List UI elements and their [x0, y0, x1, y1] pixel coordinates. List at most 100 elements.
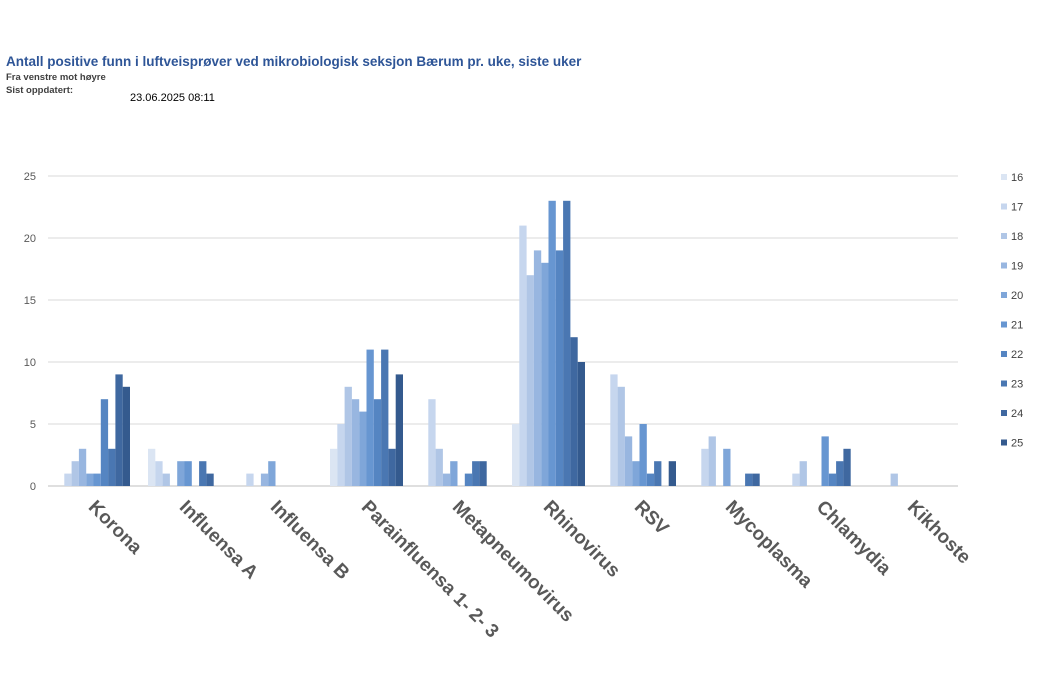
legend-label: 24	[1011, 408, 1023, 420]
bar	[464, 473, 473, 486]
legend-label: 20	[1011, 290, 1023, 302]
bar	[617, 386, 625, 486]
legend-swatch	[1001, 262, 1007, 269]
bar	[71, 461, 79, 486]
legend-label: 21	[1011, 320, 1023, 332]
bar	[359, 411, 367, 486]
bar	[548, 200, 556, 487]
bar	[701, 448, 709, 486]
legend-label: 22	[1011, 349, 1023, 361]
bar	[184, 461, 192, 486]
legend-swatch	[1001, 203, 1007, 210]
bar	[442, 473, 451, 486]
legend-label: 16	[1011, 172, 1023, 184]
x-category-label: Influensa A	[175, 497, 262, 584]
bar	[435, 448, 443, 486]
bar	[723, 448, 731, 486]
bar	[828, 473, 837, 486]
bar	[395, 374, 403, 486]
bar	[843, 448, 851, 486]
bar	[337, 424, 345, 486]
bar	[351, 399, 360, 486]
bar	[821, 436, 829, 486]
y-tick-label: 10	[24, 357, 36, 369]
y-tick-label: 5	[30, 419, 36, 431]
bar	[155, 461, 163, 486]
bar	[366, 349, 374, 486]
legend-swatch	[1001, 233, 1007, 239]
bar	[799, 461, 807, 486]
updated-label: Sist oppdatert:	[6, 85, 74, 96]
bar	[100, 399, 109, 486]
bar	[268, 461, 276, 486]
legend-swatch	[1001, 292, 1007, 298]
bar	[541, 262, 549, 486]
bar	[373, 399, 382, 486]
bar	[64, 473, 72, 486]
bar	[86, 473, 94, 486]
bar	[177, 461, 185, 486]
bar	[330, 448, 338, 486]
bar	[148, 448, 156, 486]
bar	[654, 461, 662, 486]
bar	[563, 200, 571, 487]
legend-swatch	[1001, 410, 1007, 416]
bar	[624, 436, 633, 486]
bar	[752, 473, 760, 486]
bar	[428, 399, 436, 486]
bar	[162, 473, 170, 486]
x-category-label: Influensa B	[266, 497, 353, 584]
y-tick-label: 0	[30, 481, 36, 493]
legend-swatch	[1001, 174, 1007, 180]
bar	[344, 386, 352, 486]
legend-swatch	[1001, 439, 1007, 446]
legend-swatch	[1001, 380, 1007, 387]
bar	[533, 250, 542, 486]
bar	[836, 461, 844, 486]
bar	[246, 473, 254, 486]
x-category-label: RSV	[630, 497, 673, 540]
bar	[388, 448, 396, 486]
bar	[570, 337, 578, 486]
legend-label: 18	[1011, 231, 1023, 243]
bar	[792, 473, 800, 486]
y-tick-label: 25	[24, 171, 36, 183]
bar	[108, 448, 116, 486]
bar	[199, 461, 207, 486]
y-tick-label: 15	[24, 295, 36, 307]
bar	[93, 473, 101, 486]
x-category-label: Mycoplasma	[721, 497, 817, 593]
legend-label: 19	[1011, 261, 1023, 273]
bar	[668, 461, 676, 486]
bar	[519, 225, 527, 486]
bar	[745, 473, 753, 486]
bar	[555, 250, 564, 486]
x-category-label: Chlamydia	[812, 497, 895, 580]
chart-title: Antall positive funn i luftveisprøver ve…	[6, 54, 582, 69]
bar	[577, 362, 585, 486]
bar	[890, 473, 898, 486]
bar	[381, 349, 389, 486]
bar	[260, 473, 269, 486]
x-category-label: Korona	[84, 497, 146, 559]
bar	[450, 461, 458, 486]
bar	[479, 461, 487, 486]
bar	[472, 461, 480, 486]
bar	[708, 436, 716, 486]
updated-value: 23.06.2025 08:11	[130, 92, 215, 104]
bar	[206, 473, 214, 486]
legend-label: 17	[1011, 202, 1023, 214]
y-tick-label: 20	[24, 233, 36, 245]
bar	[115, 374, 123, 486]
bar	[610, 374, 618, 486]
bar	[122, 386, 130, 486]
bar	[632, 461, 640, 486]
direction-note: Fra venstre mot høyre	[6, 72, 106, 83]
x-category-label: Kikhoste	[903, 497, 975, 569]
bar	[512, 424, 520, 486]
legend-swatch	[1001, 351, 1007, 357]
bar	[526, 275, 534, 486]
x-category-label: Rhinovirus	[539, 497, 624, 582]
bar	[639, 424, 647, 486]
